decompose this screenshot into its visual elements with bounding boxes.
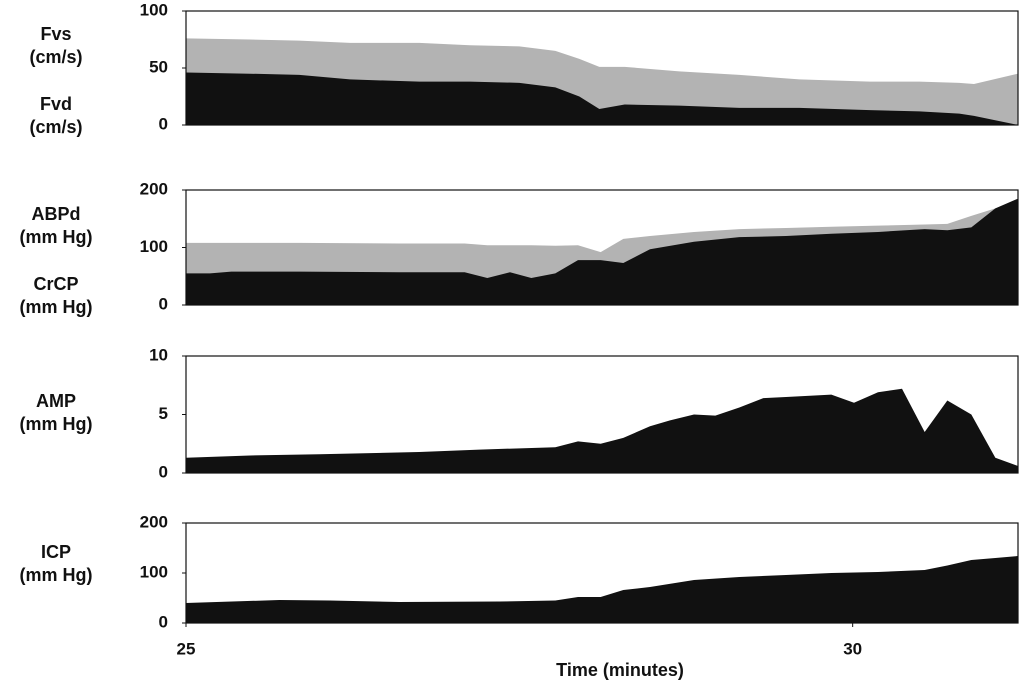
y-tick-label: 10 bbox=[149, 345, 168, 364]
y-tick-label: 5 bbox=[159, 404, 168, 423]
area bbox=[186, 388, 1018, 473]
label-line: (mm Hg) bbox=[20, 297, 93, 317]
y-tick-label: 200 bbox=[140, 179, 168, 198]
label-line: (mm Hg) bbox=[20, 227, 93, 247]
y-tick-label: 50 bbox=[149, 57, 168, 76]
y-tick-label: 100 bbox=[140, 237, 168, 256]
y-tick-label: 100 bbox=[140, 0, 168, 19]
label-line: AMP bbox=[36, 391, 76, 411]
y-tick-label: 0 bbox=[159, 462, 168, 481]
y-tick-label: 100 bbox=[140, 562, 168, 581]
label-line: (mm Hg) bbox=[20, 414, 93, 434]
series-label: ICP (mm Hg) bbox=[20, 542, 93, 585]
label-line: ICP bbox=[41, 542, 71, 562]
label-line: ABPd bbox=[32, 204, 81, 224]
area bbox=[186, 556, 1018, 623]
label-line: (cm/s) bbox=[29, 117, 82, 137]
series-label: Fvd (cm/s) bbox=[29, 94, 82, 137]
series-label: Fvs (cm/s) bbox=[29, 24, 82, 67]
area bbox=[186, 198, 1018, 305]
series-label: CrCP (mm Hg) bbox=[20, 274, 93, 317]
area bbox=[186, 72, 1018, 125]
x-axis-label: Time (minutes) bbox=[556, 660, 684, 680]
series-label: AMP (mm Hg) bbox=[20, 391, 93, 434]
y-tick-label: 0 bbox=[159, 294, 168, 313]
series-label: ABPd (mm Hg) bbox=[20, 204, 93, 247]
x-tick-label: 25 bbox=[177, 639, 196, 658]
label-line: (cm/s) bbox=[29, 47, 82, 67]
y-tick-label: 200 bbox=[140, 512, 168, 531]
label-line: Fvs bbox=[40, 24, 71, 44]
x-tick-label: 30 bbox=[843, 639, 862, 658]
label-line: CrCP bbox=[33, 274, 78, 294]
label-line: (mm Hg) bbox=[20, 565, 93, 585]
label-line: Fvd bbox=[40, 94, 72, 114]
y-tick-label: 0 bbox=[159, 114, 168, 133]
y-tick-label: 0 bbox=[159, 612, 168, 631]
